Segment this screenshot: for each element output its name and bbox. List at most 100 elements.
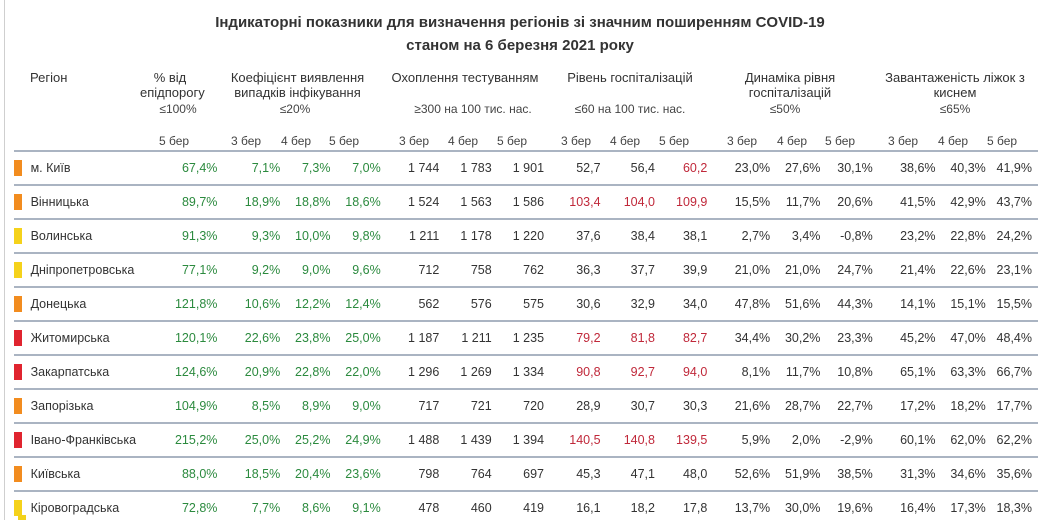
- detection-value: 24,9%: [336, 422, 387, 457]
- header-oxygen: Завантаженість ліжок з киснем: [885, 70, 1025, 100]
- day-label: 3 бер: [230, 134, 262, 148]
- indicator-table: м. Київ 67,4% 7,1% 7,3% 7,0% 1 744 1 783 1 901 5…: [14, 150, 1038, 524]
- testing-value: 1 334: [497, 354, 551, 389]
- dynamics-value: 19,6%: [826, 490, 879, 524]
- hospital-value: 37,6: [550, 218, 607, 253]
- dynamics-value: 13,7%: [713, 490, 777, 524]
- region-name: Закарпатська: [26, 354, 157, 389]
- risk-flag-cell: [14, 150, 27, 185]
- hospital-value: 39,9: [660, 252, 714, 287]
- testing-value: 1 235: [497, 320, 551, 355]
- risk-flag-cell: [14, 354, 27, 389]
- day-label: 4 бер: [280, 134, 312, 148]
- testing-value: 562: [386, 286, 446, 321]
- testing-value: 712: [386, 252, 446, 287]
- hospital-value: 94,0: [660, 354, 714, 389]
- day-label: 5 бер: [986, 134, 1018, 148]
- table-row: Запорізька 104,9% 8,5% 8,9% 9,0% 717 721 720 28,…: [14, 388, 1038, 423]
- detection-value: 18,9%: [223, 184, 287, 219]
- hospital-value: 104,0: [606, 184, 661, 219]
- testing-value: 1 211: [445, 320, 498, 355]
- header-region: Регіон: [30, 70, 68, 85]
- oxygen-value: 42,9%: [941, 184, 992, 219]
- hospital-value: 28,9: [550, 388, 607, 423]
- day-label: 4 бер: [937, 134, 969, 148]
- oxygen-value: 23,2%: [878, 218, 942, 253]
- day-label: 3 бер: [887, 134, 919, 148]
- oxygen-value: 35,6%: [991, 456, 1038, 491]
- hospital-value: 38,4: [606, 218, 661, 253]
- hospital-value: 90,8: [550, 354, 607, 389]
- oxygen-value: 22,6%: [941, 252, 992, 287]
- hospital-value: 37,7: [606, 252, 661, 287]
- oxygen-value: 65,1%: [878, 354, 942, 389]
- hospital-value: 45,3: [550, 456, 607, 491]
- detection-value: 20,4%: [286, 456, 337, 491]
- detection-value: 7,7%: [223, 490, 287, 524]
- hospital-value: 36,3: [550, 252, 607, 287]
- testing-value: 758: [445, 252, 498, 287]
- threshold-detection: ≤20%: [279, 102, 311, 116]
- risk-flag: [14, 262, 22, 278]
- detection-value: 7,1%: [223, 150, 287, 185]
- dynamics-value: 10,8%: [826, 354, 879, 389]
- detection-value: 22,8%: [286, 354, 337, 389]
- pct-threshold-value: 88,0%: [156, 456, 224, 491]
- oxygen-value: 62,2%: [991, 422, 1038, 457]
- detection-value: 22,0%: [336, 354, 387, 389]
- page-title: Індикаторні показники для визначення рег…: [215, 14, 825, 31]
- dynamics-value: 21,0%: [713, 252, 777, 287]
- testing-value: 762: [497, 252, 551, 287]
- region-name: Івано-Франківська: [26, 422, 157, 457]
- testing-value: 1 783: [445, 150, 498, 185]
- detection-value: 10,6%: [223, 286, 287, 321]
- detection-value: 12,2%: [286, 286, 337, 321]
- dynamics-value: 22,7%: [826, 388, 879, 423]
- risk-flag-cell: [14, 422, 27, 457]
- risk-flag: [14, 194, 22, 210]
- oxygen-value: 24,2%: [991, 218, 1038, 253]
- region-name: Вінницька: [26, 184, 157, 219]
- table-row: Житомирська 120,1% 22,6% 23,8% 25,0% 1 187 1 2…: [14, 320, 1038, 355]
- dynamics-value: 2,7%: [713, 218, 777, 253]
- testing-value: 1 220: [497, 218, 551, 253]
- detection-value: 18,6%: [336, 184, 387, 219]
- risk-flag-cell: [14, 218, 27, 253]
- dynamics-value: 15,5%: [713, 184, 777, 219]
- hospital-value: 56,4: [606, 150, 661, 185]
- oxygen-value: 38,6%: [878, 150, 942, 185]
- dynamics-value: 11,7%: [776, 354, 827, 389]
- risk-flag: [14, 432, 22, 448]
- detection-value: 12,4%: [336, 286, 387, 321]
- detection-value: 9,1%: [336, 490, 387, 524]
- hospital-value: 82,7: [660, 320, 714, 355]
- testing-value: 1 439: [445, 422, 498, 457]
- detection-value: 7,0%: [336, 150, 387, 185]
- table-row: Івано-Франківська 215,2% 25,0% 25,2% 24,9% 1 …: [14, 422, 1038, 457]
- dynamics-value: 30,0%: [776, 490, 827, 524]
- dynamics-value: 11,7%: [776, 184, 827, 219]
- pct-threshold-value: 124,6%: [156, 354, 224, 389]
- day-label: 3 бер: [398, 134, 430, 148]
- region-name: Житомирська: [26, 320, 157, 355]
- pct-threshold-value: 91,3%: [156, 218, 224, 253]
- risk-flag-cell: [14, 252, 27, 287]
- testing-value: 1 178: [445, 218, 498, 253]
- oxygen-value: 31,3%: [878, 456, 942, 491]
- hospital-value: 48,0: [660, 456, 714, 491]
- header-hospital: Рівень госпіталізацій: [567, 70, 693, 85]
- dynamics-value: 30,1%: [826, 150, 879, 185]
- oxygen-value: 41,9%: [991, 150, 1038, 185]
- hospital-value: 17,8: [660, 490, 714, 524]
- testing-value: 1 563: [445, 184, 498, 219]
- hospital-value: 140,8: [606, 422, 661, 457]
- testing-value: 721: [445, 388, 498, 423]
- testing-value: 1 744: [386, 150, 446, 185]
- testing-value: 478: [386, 490, 446, 524]
- testing-value: 1 394: [497, 422, 551, 457]
- hospital-value: 32,9: [606, 286, 661, 321]
- testing-value: 1 901: [497, 150, 551, 185]
- oxygen-value: 21,4%: [878, 252, 942, 287]
- risk-flag-cell: [14, 184, 27, 219]
- risk-flag: [14, 296, 22, 312]
